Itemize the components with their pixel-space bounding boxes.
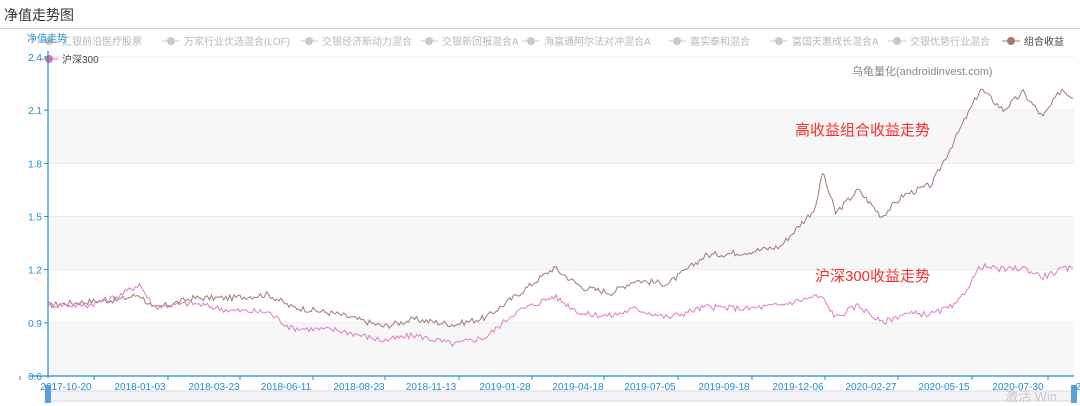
y-tick-label: 1.8 [28, 159, 42, 170]
x-tick-label: 2019-01-28 [479, 382, 531, 393]
activation-watermark: 激活 Win [1005, 389, 1057, 404]
legend-item[interactable]: 万家行业优选混合(LOF) [162, 35, 290, 48]
plot-band [48, 269, 1074, 323]
y-tick-label: 2.1 [28, 106, 42, 117]
x-tick-label: 2018-08-23 [333, 382, 385, 393]
legend-label: 海富通阿尔法对冲混合A [544, 35, 651, 48]
legend-label: 汇银前沿医疗股票 [62, 35, 142, 48]
y-tick-label: 2.4 [28, 53, 42, 64]
legend-dot-icon [425, 37, 433, 45]
legend-dot-icon [673, 37, 681, 45]
x-tick-label: 2018-06-11 [261, 382, 312, 393]
nav-trend-chart: 汇银前沿医疗股票 万家行业优选混合(LOF) 交银经济新动力混合 交银新回报混合A 海富… [19, 32, 1080, 404]
x-tick-label: 2018-03-23 [188, 382, 240, 393]
x-axis: 2017-10-20 2018-01-03 2018-03-23 2018-06-11… [19, 375, 1080, 393]
legend-label: 交银新回报混合A [442, 35, 519, 48]
legend-dot-icon [305, 37, 313, 45]
hs300-annotation: 沪深300收益走势 [815, 268, 930, 285]
y-axis-label: 净值走势 [27, 32, 67, 45]
series-lines [47, 88, 1074, 348]
legend-item[interactable]: 交银优势行业混合 [888, 35, 990, 48]
plot-band [48, 110, 1074, 164]
plot-band [48, 216, 1074, 270]
legend-item[interactable]: 汇银前沿医疗股票 [40, 35, 142, 48]
legend-dot-icon [527, 37, 535, 45]
y-axis: 0.6 0.9 1.2 1.5 1.8 2.1 2.4 [28, 51, 49, 383]
x-tick-label: 2020-05-15 [918, 382, 970, 393]
legend-label: 富国天惠成长混合A [792, 35, 879, 48]
x-tick-label: 2019-04-18 [552, 382, 604, 393]
legend-dot-icon [45, 37, 53, 45]
legend[interactable]: 汇银前沿医疗股票 万家行业优选混合(LOF) 交银经济新动力混合 交银新回报混合A 海富… [40, 35, 1064, 66]
x-tick-label: 2019-07-05 [624, 382, 676, 393]
zoom-handle-right [1071, 385, 1077, 403]
x-tick-label: 2017-10-20 [40, 382, 92, 393]
zoom-handle-left [45, 385, 51, 403]
plot-background [48, 57, 1074, 376]
x-tick-label: 2020-10 [1076, 382, 1080, 393]
legend-item[interactable]: 交银经济新动力混合 [300, 35, 412, 48]
plot-band [48, 163, 1074, 217]
plot-band [48, 322, 1074, 376]
x-tick-label: 2018-01-03 [114, 382, 166, 393]
zoom-track [47, 390, 1075, 402]
legend-label: 沪深300 [62, 53, 99, 66]
page-title: 净值走势图 [4, 7, 74, 23]
y-tick-label: 1.5 [28, 213, 42, 224]
x-tick-label: 2019-09-18 [698, 382, 750, 393]
legend-dot-icon [1007, 37, 1015, 45]
x-tick-label: 2020-02-27 [845, 382, 897, 393]
portfolio-line [47, 88, 1074, 330]
legend-label: 万家行业优选混合(LOF) [184, 35, 290, 48]
legend-item[interactable]: 富国天惠成长混合A [770, 35, 879, 48]
legend-dot-icon [893, 37, 901, 45]
legend-label: 组合收益 [1024, 35, 1064, 48]
legend-label: 嘉实泰和混合 [690, 35, 750, 48]
y-tick-label: 1.2 [28, 266, 42, 277]
legend-item[interactable]: 海富通阿尔法对冲混合A [522, 35, 651, 48]
portfolio-annotation: 高收益组合收益走势 [795, 122, 930, 139]
x-tick-label: 2019-12-06 [772, 382, 824, 393]
legend-item[interactable]: 嘉实泰和混合 [668, 35, 750, 48]
watermark-text: 乌龟量化(androidinvest.com) [852, 64, 993, 78]
plot-band [48, 57, 1074, 111]
y-tick-label: 0.9 [28, 319, 42, 330]
legend-dot-icon [45, 55, 53, 63]
legend-item[interactable]: 交银新回报混合A [420, 35, 519, 48]
legend-label: 交银优势行业混合 [910, 35, 990, 48]
y-tick-label: 0.6 [28, 372, 42, 383]
zoom-slider[interactable] [45, 385, 1077, 403]
legend-label: 交银经济新动力混合 [322, 35, 412, 48]
x-tick-label: 2018-11-13 [406, 382, 457, 393]
legend-dot-icon [775, 37, 783, 45]
panel-header: 净值走势图 [0, 0, 1080, 29]
legend-item[interactable]: 组合收益 [1002, 35, 1064, 48]
x-tick-label: 2020-07-30 [992, 382, 1044, 393]
legend-dot-icon [167, 37, 175, 45]
hs300-line [47, 262, 1074, 348]
